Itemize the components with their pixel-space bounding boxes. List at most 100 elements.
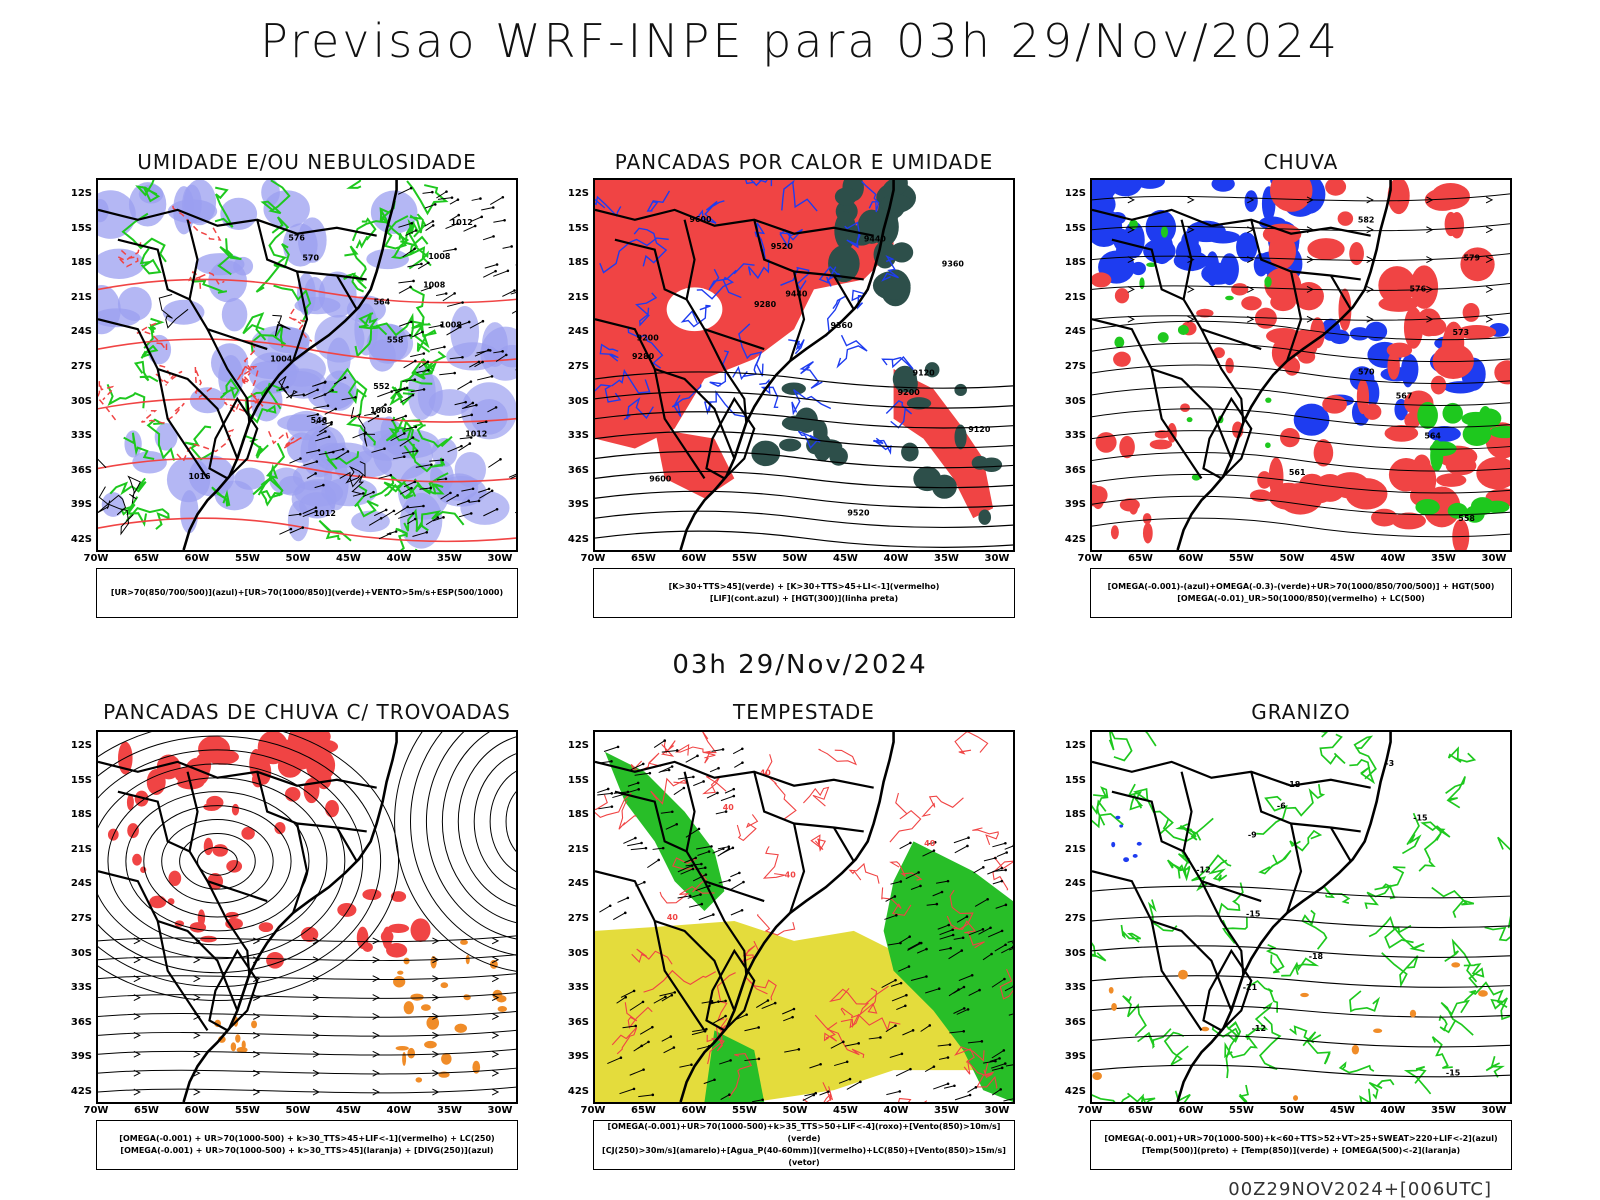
wind-vector [890, 982, 902, 987]
wind-vector-head [409, 320, 413, 324]
wind-vector [638, 1094, 653, 1098]
wind-vector [603, 746, 619, 752]
thunderstorm-area [386, 943, 408, 958]
wind-vector-head [390, 390, 393, 393]
wind-vector-head [948, 1043, 952, 1046]
humidity-low-level-contour [395, 527, 408, 550]
wind-vector [730, 872, 740, 878]
precipitable-water-contour [822, 1082, 834, 1102]
streamline-arrow [253, 937, 261, 945]
wind-vector-head [899, 880, 903, 883]
wind-vector [495, 354, 507, 362]
wind-vector-head [766, 999, 770, 1002]
hgt500-contour [1092, 473, 1510, 494]
wind-vector-head [724, 1014, 727, 1018]
humidity-low-level-contour [344, 245, 367, 290]
state-border-3 [703, 328, 748, 423]
state-border-4 [1286, 271, 1303, 362]
wind-vector [684, 857, 696, 864]
wind-vector [983, 857, 996, 862]
omega-ur50-area [1384, 425, 1419, 442]
streamline [1092, 312, 1510, 321]
temp850-contour [1338, 1061, 1375, 1074]
wind-vector-head [661, 846, 665, 850]
wind-vector-head [919, 884, 922, 888]
wind-vector [303, 389, 318, 397]
wind-850-area [604, 751, 725, 912]
wind-vector-head [986, 897, 989, 901]
wind-vector-head [1004, 841, 1007, 845]
streamline-arrow [1485, 196, 1494, 204]
wind-vector [685, 755, 698, 763]
wind-vector-head [402, 455, 406, 458]
wind-vector [454, 401, 466, 406]
thunderstorm-area [149, 895, 167, 909]
wind-vector-head [1003, 1062, 1007, 1065]
humidity-low-level-contour [413, 478, 445, 495]
streamline-arrow [372, 1088, 380, 1096]
omega-strong-area [1177, 324, 1189, 336]
streamline-arrow [312, 1031, 321, 1039]
wind-vector-head [728, 1093, 731, 1096]
wind-vector [953, 837, 969, 844]
convective-area [415, 1077, 423, 1083]
temp850-contour [1301, 909, 1328, 950]
humidity-low-level-contour [354, 485, 379, 518]
humidity-low-level-contour [388, 416, 419, 460]
streamline [98, 992, 516, 999]
coastline [679, 732, 895, 1102]
lon-tick-label: 35W [437, 1105, 462, 1116]
wind-vector [401, 450, 418, 454]
wind-vector [391, 387, 408, 392]
streamline-arrow [432, 1050, 440, 1058]
wind-vector [447, 302, 463, 307]
wind-vector [493, 350, 503, 354]
wind-vector [907, 942, 922, 951]
wind-vector-head [960, 949, 964, 952]
thickness-contour [98, 278, 516, 304]
wind-vector [335, 451, 349, 460]
lon-tick-label: 60W [184, 553, 210, 564]
lat-tick-label: 12S [1064, 740, 1086, 751]
streamline-arrow [1485, 285, 1494, 293]
wind-vector-head [298, 512, 302, 516]
humidity-low-level-contour [273, 284, 312, 323]
wind-vector-head [1004, 903, 1008, 907]
map-pancadas-trovoadas [96, 730, 518, 1104]
wind-vector-head [738, 871, 741, 875]
wind-vector [374, 509, 387, 517]
wind-vector [440, 492, 451, 500]
map-umidade: 1012 1008 1008 1008 1004 1008 1012 1016 1012 576 5… [96, 178, 518, 552]
wind-vector-head [728, 879, 731, 882]
omega-ur50-area [1113, 351, 1131, 367]
lat-tick-label: 30S [567, 395, 589, 407]
wind-vector-head [669, 1035, 673, 1038]
wind-vector-head [610, 805, 614, 808]
wind-vector-head [970, 973, 974, 977]
wind-vector [377, 391, 392, 398]
omega-ur50-area [1494, 360, 1510, 385]
thickness-contour-detail [240, 342, 257, 386]
lat-tick-label: 27S [1064, 361, 1086, 372]
convective-area [454, 1023, 468, 1033]
omega-ur50-area [1345, 478, 1388, 510]
temp850-contour [1374, 866, 1406, 891]
precipitable-water-contour [728, 1052, 753, 1098]
humidity-band [362, 430, 413, 461]
omega-ur-area [1211, 180, 1235, 192]
lat-tick-label: 18S [567, 809, 589, 821]
thunderstorm-area [241, 826, 255, 840]
wind-vector-head [499, 458, 502, 461]
wind-vector [386, 531, 397, 535]
wind-vector [991, 978, 1005, 988]
wind-vector [407, 263, 422, 268]
contour-label: -9 [1248, 831, 1257, 840]
lon-tick-label: 65W [1128, 1105, 1153, 1116]
precipitable-water-contour [631, 948, 673, 965]
lifted-index-contour [599, 343, 619, 362]
humidity-700-500-area [366, 249, 409, 270]
humidity-low-level-contour [214, 186, 234, 228]
wind-vector-head [441, 458, 445, 462]
state-border-0 [98, 760, 377, 789]
wind-vector [925, 988, 940, 994]
